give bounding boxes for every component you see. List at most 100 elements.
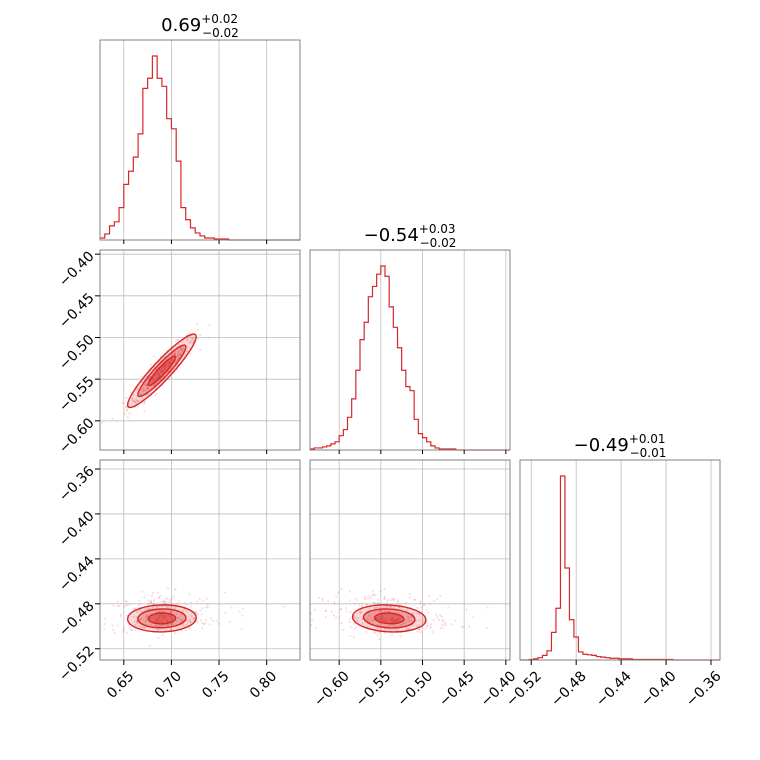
scatter-point xyxy=(340,588,343,591)
scatter-point xyxy=(138,625,141,628)
panel-frame-1-0 xyxy=(99,249,301,451)
scatter-point xyxy=(181,348,184,351)
scatter-point xyxy=(126,604,129,607)
scatter-point xyxy=(124,406,127,409)
scatter-point xyxy=(333,600,336,603)
scatter-point xyxy=(353,628,356,631)
scatter-point xyxy=(430,623,433,626)
scatter-point xyxy=(140,611,143,614)
scatter-point xyxy=(387,599,390,602)
scatter-point xyxy=(207,336,210,339)
scatter-point xyxy=(191,337,194,340)
scatter-point xyxy=(153,602,155,605)
scatter-point xyxy=(158,610,161,613)
scatter-point xyxy=(407,618,410,621)
scatter-point xyxy=(173,353,176,356)
scatter-point xyxy=(158,596,161,599)
scatter-point xyxy=(174,588,177,591)
scatter-point xyxy=(383,631,386,634)
scatter-point xyxy=(177,344,180,347)
scatter-point xyxy=(145,614,148,617)
scatter-point xyxy=(356,599,359,602)
scatter-point xyxy=(442,626,445,629)
scatter-point xyxy=(179,353,182,356)
scatter-point xyxy=(397,628,400,630)
scatter-point xyxy=(138,619,141,621)
scatter-point xyxy=(419,600,422,603)
panel-frame-2-1 xyxy=(309,459,511,661)
scatter-point xyxy=(349,611,352,614)
scatter-point xyxy=(332,614,335,617)
scatter-point xyxy=(140,388,143,391)
scatter-point xyxy=(405,622,408,625)
scatter-point xyxy=(123,412,126,415)
scatter-point xyxy=(173,632,176,635)
scatter-point xyxy=(376,623,379,626)
scatter-point xyxy=(152,384,155,387)
scatter-point xyxy=(357,617,360,620)
scatter-point xyxy=(407,628,410,631)
scatter-point xyxy=(162,633,165,636)
scatter-point xyxy=(205,619,208,622)
scatter-point xyxy=(442,623,445,626)
scatter-point xyxy=(179,348,182,351)
scatter-point xyxy=(191,616,193,619)
scatter-point xyxy=(447,606,450,609)
scatter-point xyxy=(191,341,194,344)
scatter-point xyxy=(348,621,351,624)
scatter-point xyxy=(378,609,381,612)
x-tick-label: −0.55 xyxy=(353,668,395,710)
scatter-point xyxy=(121,401,124,404)
tick-layer: 0.65 0.70 0.75 0.80 −0.60 −0.55 −0.50 −0.45 −0.4… xyxy=(56,240,725,710)
scatter-point xyxy=(238,610,241,613)
scatter-point xyxy=(177,357,179,360)
scatter-point xyxy=(399,635,402,638)
scatter-point xyxy=(393,625,396,628)
scatter-point xyxy=(146,388,149,390)
scatter-point xyxy=(454,619,457,622)
scatter-point xyxy=(131,400,134,403)
scatter-point xyxy=(150,623,153,625)
scatter-point xyxy=(190,611,193,614)
scatter-point xyxy=(144,383,147,386)
scatter-point xyxy=(389,624,391,627)
scatter-point xyxy=(318,596,320,599)
scatter-point xyxy=(405,619,408,622)
scatter-point xyxy=(172,348,175,351)
scatter-point xyxy=(340,622,343,625)
scatter-point xyxy=(166,598,169,600)
scatter-point xyxy=(141,590,143,593)
scatter-point xyxy=(125,600,128,603)
scatter-point xyxy=(166,605,169,608)
scatter-point xyxy=(164,597,167,600)
scatter-point xyxy=(130,628,133,631)
scatter-point xyxy=(144,384,147,387)
scatter-point xyxy=(193,617,196,619)
scatter-point xyxy=(152,592,154,594)
scatter-point xyxy=(401,622,404,625)
contour-level-2 xyxy=(373,612,405,625)
scatter-point xyxy=(150,601,153,604)
scatter-point xyxy=(365,630,368,633)
scatter-point xyxy=(141,610,144,613)
scatter-point xyxy=(383,610,386,613)
scatter-point xyxy=(196,613,199,616)
scatter-point xyxy=(335,616,338,619)
scatter-point xyxy=(155,606,158,609)
scatter-point xyxy=(145,385,148,388)
scatter-point xyxy=(131,396,134,399)
scatter-point xyxy=(392,598,395,601)
scatter-point xyxy=(432,619,435,622)
scatter-point xyxy=(155,392,158,395)
scatter-point xyxy=(431,631,434,633)
scatter-point xyxy=(195,612,198,615)
scatter-point xyxy=(313,609,316,612)
scatter-point xyxy=(228,620,231,623)
scatter-point xyxy=(369,597,372,600)
scatter-point xyxy=(177,349,180,352)
scatter-point xyxy=(181,609,184,612)
scatter-point xyxy=(158,596,161,599)
scatter-point xyxy=(422,604,425,607)
scatter-point xyxy=(206,604,209,606)
scatter-point xyxy=(153,355,156,358)
